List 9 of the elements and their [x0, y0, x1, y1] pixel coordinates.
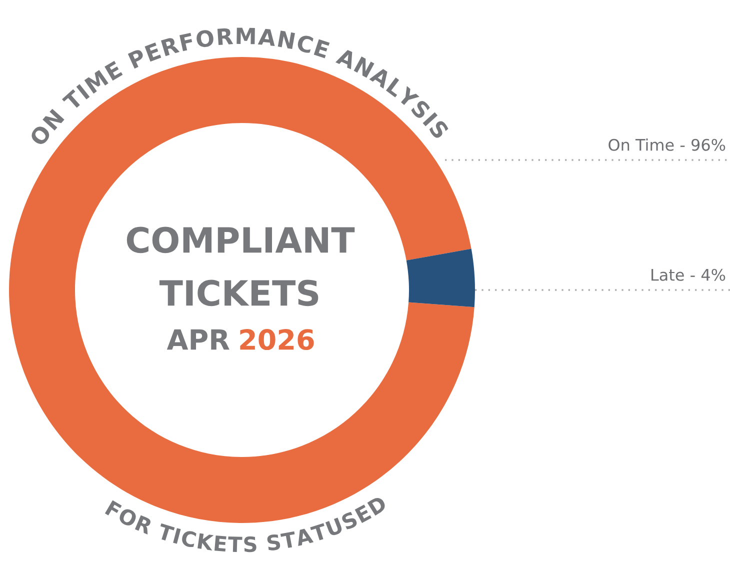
slice-label: Late - 4%	[652, 268, 726, 281]
donut-slice	[406, 248, 475, 308]
text: TICKETS	[159, 280, 318, 306]
text: FOR TICKETS STATUSED	[104, 495, 388, 552]
chart-title: ON TIME PERFORMANCE ANALYSIS	[28, 28, 450, 148]
text: APR	[166, 329, 230, 350]
slice-label: On Time - 96%	[608, 138, 726, 151]
text: COMPLIANT	[126, 226, 355, 254]
text: 2026	[240, 329, 314, 350]
